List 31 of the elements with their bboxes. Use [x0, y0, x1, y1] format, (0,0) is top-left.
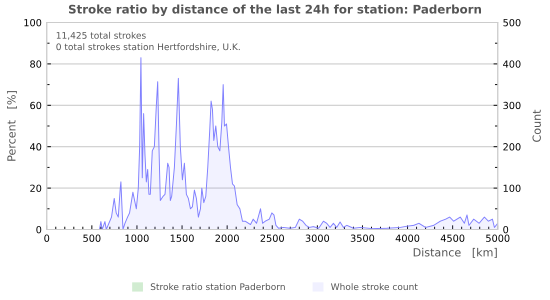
x-tick-label: 500 — [83, 234, 100, 242]
x-tick-label: 2500 — [260, 234, 284, 242]
x-tick-label: 3000 — [306, 234, 330, 242]
y-tick-label: 40 — [30, 143, 42, 151]
y-tick-label: 20 — [30, 184, 42, 192]
y2-tick-label: 400 — [503, 60, 521, 68]
x-tick-label: 2000 — [215, 234, 239, 242]
legend-label: Stroke ratio station Paderborn — [150, 283, 285, 290]
x-tick-label: 4000 — [396, 234, 420, 242]
chart-title: Stroke ratio by distance of the last 24h for station: Paderborn — [68, 4, 481, 16]
y2-axis-title: Count — [532, 110, 541, 142]
y2-tick-label: 100 — [504, 184, 521, 192]
y2-tick-label: 0 — [503, 226, 508, 234]
y-tick-label: 0 — [36, 226, 42, 234]
y2-tick-label: 300 — [503, 102, 521, 110]
legend-label: Whole stroke count — [330, 283, 418, 290]
x-tick-label: 5000 — [486, 234, 510, 242]
y2-tick-label: 500 — [503, 18, 521, 26]
y-tick-label: 80 — [30, 60, 42, 68]
x-tick-label: 0 — [44, 234, 50, 242]
x-tick-label: 1500 — [170, 234, 194, 242]
annotation: 0 total strokes station Hertfordshire, U.K. — [56, 43, 240, 52]
annotation: 11,425 total strokes — [56, 32, 146, 40]
x-tick-label: 3500 — [350, 234, 374, 242]
y2-tick-label: 200 — [503, 143, 521, 151]
y-tick-label: 100 — [24, 18, 42, 26]
y-axis-title: Percent [%] — [7, 91, 17, 161]
x-tick-label: 4500 — [440, 234, 464, 242]
x-tick-label: 1000 — [126, 234, 149, 242]
x-axis-title: Distance [km] — [414, 248, 497, 258]
y-tick-label: 60 — [30, 102, 42, 110]
